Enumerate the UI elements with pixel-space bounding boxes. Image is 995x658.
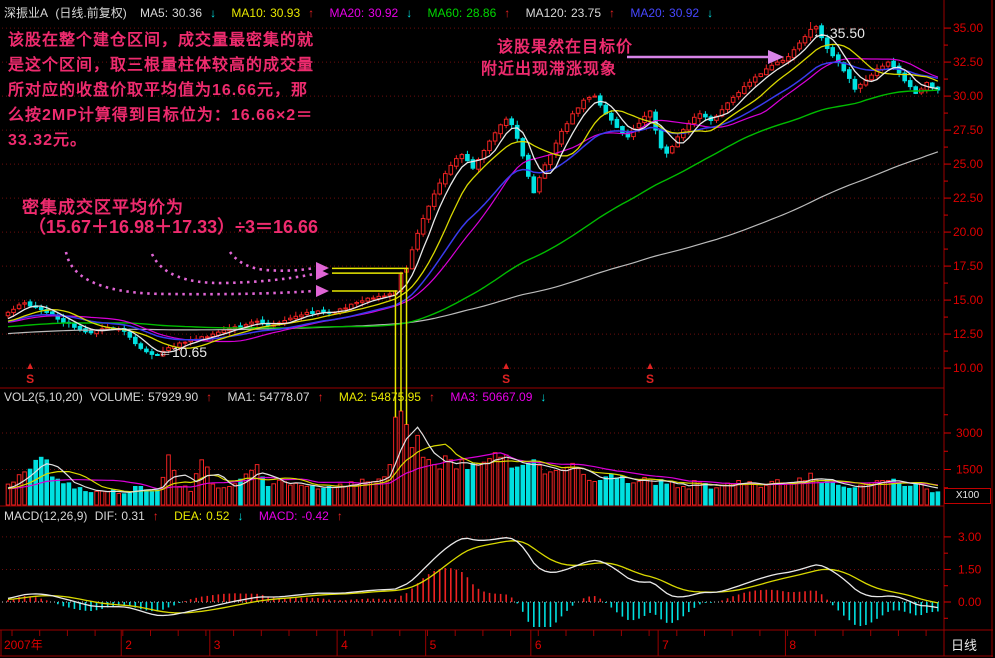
ex-dividend-arrow-icon [503, 363, 510, 369]
time-axis-label: 2007年 [4, 638, 43, 652]
accumulation-note: 该股在整个建仓区间，成交量最密集的就 是这个区间，取三根量柱体较高的成交量 所对… [8, 28, 314, 153]
volume-unit-box: X100 [944, 488, 991, 504]
ex-dividend-marker: S [26, 372, 34, 386]
target-reached-note-line2: 附近出现滞涨现象 [481, 61, 618, 78]
ma20-label: MA20: 30.92 [329, 6, 399, 20]
macd-axis-label: 0.00 [958, 595, 982, 609]
macd-value: MACD: -0.42 [258, 509, 329, 523]
avg-price-note-line2: （15.67＋16.98＋17.33）÷3＝16.66 [28, 217, 319, 237]
volume-axis-label: 3000 [956, 426, 983, 440]
ma5-label: MA5: 30.36 [140, 6, 203, 20]
macd-dea: DEA: 0.52 [174, 509, 230, 523]
up-arrow-icon: ↑ [336, 509, 343, 523]
ex-dividend-marker: S [502, 372, 510, 386]
up-arrow-icon: ↑ [609, 6, 615, 20]
price-axis-label: 17.50 [953, 259, 983, 273]
ex-dividend-arrow-icon [647, 363, 654, 369]
price-axis-label: 27.50 [953, 123, 983, 137]
volume-ma1: MA1: 54778.07 [227, 390, 310, 404]
price-axis-label: 20.00 [953, 225, 983, 239]
down-arrow-icon: ↓ [210, 6, 217, 20]
volume-value: VOLUME: 57929.90 [90, 390, 199, 404]
time-axis-label: 7 [662, 638, 669, 652]
ma10-label: MA10: 30.93 [231, 6, 301, 20]
note-line: 是这个区间，取三根量柱体较高的成交量 [8, 57, 315, 74]
ma120-label: MA120: 23.75 [525, 6, 601, 20]
macd-header: MACD(12,26,9) DIF: 0.31 ↑ DEA: 0.52 ↓ MACD: -… [4, 509, 347, 523]
down-arrow-icon: ↓ [406, 6, 413, 20]
up-arrow-icon: ↑ [428, 390, 435, 404]
note-line: 么按2MP计算得到目标位为：16.66×2＝ [8, 107, 314, 124]
dip-price-label: ←10.65 [158, 344, 208, 360]
note-line: 33.32元。 [8, 132, 88, 149]
price-axis-label: 25.00 [953, 157, 983, 171]
down-arrow-icon: ↓ [540, 390, 547, 404]
ma20b-label: MA20: 30.92 [630, 6, 700, 20]
time-axis-label: 3 [214, 638, 221, 652]
price-header: 深振业A (日线.前复权) MA5: 30.36 ↓ MA10: 30.93 ↑ MA2… [4, 4, 717, 21]
up-arrow-icon: ↑ [317, 390, 324, 404]
time-axis-label: 5 [430, 638, 437, 652]
ex-dividend-marker: S [646, 372, 654, 386]
up-arrow-icon: ↑ [152, 509, 159, 523]
note-line: 所对应的收盘价取平均值为16.66元，那 [8, 82, 309, 99]
time-axis-label: 8 [789, 638, 796, 652]
time-axis-label: 6 [535, 638, 542, 652]
price-axis-label: 12.50 [953, 327, 983, 341]
macd-indicator-label[interactable]: MACD(12,26,9) [4, 509, 88, 523]
note-line: 该股在整个建仓区间，成交量最密集的就 [8, 32, 315, 49]
price-axis-label: 32.50 [953, 55, 983, 69]
volume-ma2: MA2: 54875.95 [338, 390, 421, 404]
volume-header: VOL2(5,10,20) VOLUME: 57929.90 ↑ MA1: 54778… [4, 390, 550, 404]
peak-price-label: ← 35.50 [812, 25, 865, 41]
price-axis-label: 10.00 [953, 361, 983, 375]
time-axis-label: 2 [125, 638, 132, 652]
volume-ma3: MA3: 50667.09 [450, 390, 533, 404]
target-reached-note-line1: 该股果然在目标价 [497, 39, 634, 56]
volume-axis-label: 1500 [956, 463, 983, 477]
macd-axis-label: 1.50 [958, 562, 982, 576]
time-axis-label: 4 [341, 638, 348, 652]
price-axis-label: 15.00 [953, 293, 983, 307]
stock-name[interactable]: 深振业A [4, 6, 49, 20]
macd-dif: DIF: 0.31 [94, 509, 145, 523]
volume-indicator-label[interactable]: VOL2(5,10,20) [4, 390, 83, 404]
down-arrow-icon: ↓ [237, 509, 244, 523]
up-arrow-icon: ↑ [206, 390, 213, 404]
macd-axis-label: 3.00 [958, 530, 982, 544]
ex-dividend-arrow-icon [27, 363, 34, 369]
chart-mode-label: (日线.前复权) [55, 6, 127, 20]
up-arrow-icon: ↑ [308, 6, 315, 20]
price-axis-label: 30.00 [953, 89, 983, 103]
period-label[interactable]: 日线 [951, 638, 978, 653]
price-axis-label: 35.00 [953, 21, 983, 35]
down-arrow-icon: ↓ [707, 6, 714, 20]
up-arrow-icon: ↑ [504, 6, 511, 20]
ma60-label: MA60: 28.86 [427, 6, 497, 20]
avg-price-note-line1: 密集成交区平均价为 [22, 198, 184, 217]
price-axis-label: 22.50 [953, 191, 983, 205]
